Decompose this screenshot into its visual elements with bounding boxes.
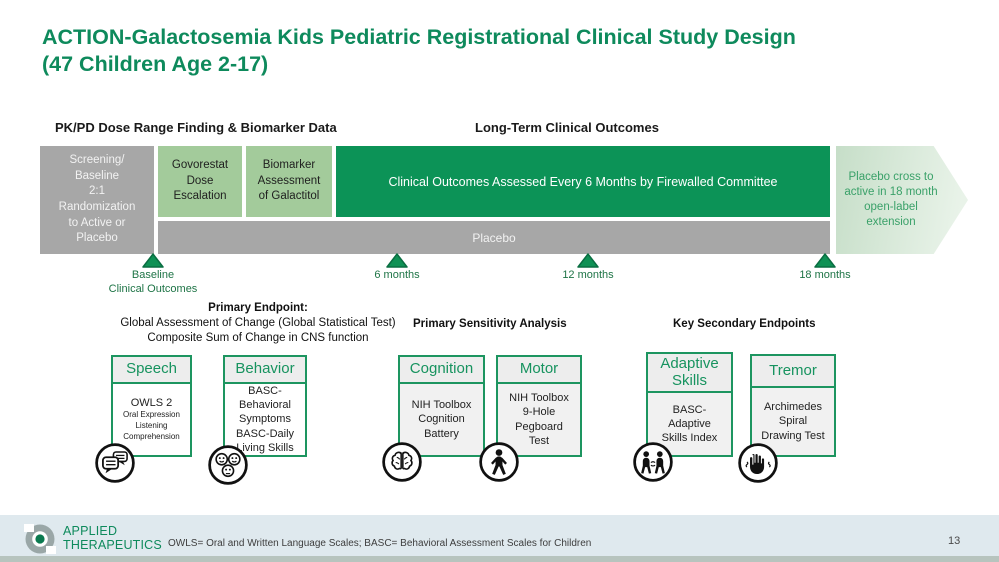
footer-bottom-strip [0,556,999,562]
footer-bar [0,515,999,562]
open-label-extension-arrow: Placebo cross to active in 18 month open… [836,146,968,254]
primary-endpoint-line1: Global Assessment of Change (Global Stat… [120,317,396,330]
triangle-marker-icon [577,253,599,273]
triangle-marker-icon [386,253,408,273]
card-speech: Speech OWLS 2 Oral Expression Listening … [111,355,192,457]
tremor-hand-icon [737,442,779,489]
applied-therapeutics-logo-icon [22,521,58,562]
brain-icon [381,441,423,488]
primary-endpoint-line2: Composite Sum of Change in CNS function [147,332,369,345]
card-behavior-header: Behavior [225,357,305,384]
marker-label-12-months: 12 months [562,269,614,281]
heading-primary-sensitivity: Primary Sensitivity Analysis [413,318,567,330]
screening-baseline-box: Screening/ Baseline 2:1 Randomization to… [40,146,154,254]
card-speech-sub: Oral Expression Listening Comprehension [123,410,180,441]
footnote-abbreviations: OWLS= Oral and Written Language Scales; … [168,538,592,549]
card-tremor: Tremor Archimedes Spiral Drawing Test [750,354,836,457]
card-cognition: Cognition NIH Toolbox Cognition Battery [398,355,485,457]
card-speech-body: OWLS 2 Oral Expression Listening Compreh… [113,384,190,455]
heading-key-secondary: Key Secondary Endpoints [673,318,816,330]
faces-icon [207,444,249,491]
page-title: ACTION-Galactosemia Kids Pediatric Regis… [42,25,796,76]
section-heading-longterm: Long-Term Clinical Outcomes [475,120,659,135]
section-heading-pkpd: PK/PD Dose Range Finding & Biomarker Dat… [55,120,337,135]
card-motor: Motor NIH Toolbox 9-Hole Pegboard Test [496,355,582,457]
card-motor-body: NIH Toolbox 9-Hole Pegboard Test [498,384,580,455]
card-cognition-header: Cognition [400,357,483,384]
card-adaptive-skills-header: Adaptive Skills [648,354,731,393]
marker-label-baseline: Baseline Clinical Outcomes [108,269,198,296]
placebo-bar: Placebo [158,221,830,254]
biomarker-assessment-box: Biomarker Assessment of Galactitol [246,146,332,217]
primary-endpoint-title: Primary Endpoint: [208,302,308,314]
speech-bubbles-icon [94,442,136,489]
triangle-marker-icon [142,253,164,273]
card-cognition-body: NIH Toolbox Cognition Battery [400,384,483,455]
dose-escalation-box: Govorestat Dose Escalation [158,146,242,217]
marker-label-18-months: 18 months [799,269,851,281]
card-tremor-header: Tremor [752,356,834,388]
primary-endpoint-block: Primary Endpoint: Global Assessment of C… [80,301,436,347]
people-icon [632,441,674,488]
clinical-outcomes-box: Clinical Outcomes Assessed Every 6 Month… [336,146,830,217]
person-icon [478,441,520,488]
card-behavior-body: BASC- Behavioral Symptoms BASC-Daily Liv… [235,385,295,454]
card-behavior: Behavior BASC- Behavioral Symptoms BASC-… [223,355,307,457]
card-tremor-body: Archimedes Spiral Drawing Test [752,388,834,455]
marker-label-6-months: 6 months [374,269,420,281]
card-speech-main: OWLS 2 [130,397,173,410]
triangle-marker-icon [814,253,836,273]
page-number: 13 [948,535,961,547]
applied-therapeutics-logo-text: APPLIED THERAPEUTICS [63,524,162,552]
card-motor-header: Motor [498,357,580,384]
card-speech-header: Speech [113,357,190,384]
